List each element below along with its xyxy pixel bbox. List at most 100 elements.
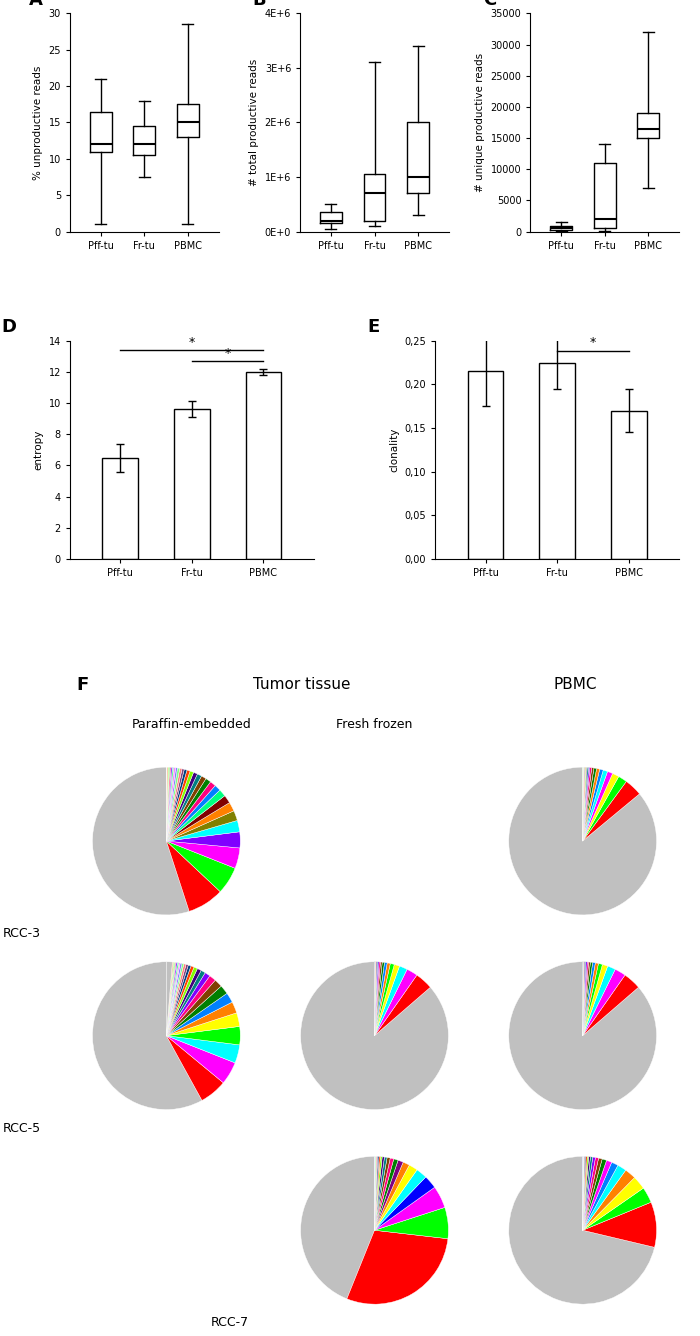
Wedge shape bbox=[582, 962, 585, 1035]
Bar bbox=[246, 371, 281, 558]
Wedge shape bbox=[167, 767, 169, 842]
Wedge shape bbox=[374, 975, 430, 1035]
Wedge shape bbox=[374, 963, 394, 1035]
Wedge shape bbox=[167, 1035, 223, 1101]
Wedge shape bbox=[374, 1162, 409, 1230]
Wedge shape bbox=[582, 768, 594, 842]
Text: E: E bbox=[368, 318, 379, 335]
Wedge shape bbox=[374, 962, 377, 1035]
Wedge shape bbox=[167, 832, 240, 848]
Wedge shape bbox=[167, 820, 239, 842]
Wedge shape bbox=[374, 1157, 384, 1230]
Wedge shape bbox=[167, 975, 215, 1035]
Wedge shape bbox=[167, 842, 240, 868]
Y-axis label: % unproductive reads: % unproductive reads bbox=[33, 65, 43, 179]
Wedge shape bbox=[582, 1188, 651, 1230]
Wedge shape bbox=[374, 1157, 387, 1230]
Wedge shape bbox=[582, 770, 608, 842]
Wedge shape bbox=[582, 767, 590, 842]
Wedge shape bbox=[167, 796, 230, 842]
Bar bbox=[174, 409, 210, 558]
Wedge shape bbox=[167, 774, 202, 842]
Wedge shape bbox=[167, 973, 210, 1035]
Wedge shape bbox=[374, 962, 384, 1035]
Wedge shape bbox=[167, 790, 225, 842]
Wedge shape bbox=[167, 771, 194, 842]
Wedge shape bbox=[167, 768, 182, 842]
Wedge shape bbox=[374, 963, 391, 1035]
Text: Paraffin-embedded: Paraffin-embedded bbox=[132, 719, 252, 731]
Wedge shape bbox=[167, 768, 180, 842]
Wedge shape bbox=[167, 963, 182, 1035]
Wedge shape bbox=[92, 962, 202, 1110]
Wedge shape bbox=[374, 965, 400, 1035]
Wedge shape bbox=[374, 970, 417, 1035]
Y-axis label: # total productive reads: # total productive reads bbox=[249, 59, 259, 186]
Wedge shape bbox=[374, 1208, 449, 1238]
Wedge shape bbox=[167, 969, 201, 1035]
Text: PBMC: PBMC bbox=[554, 677, 597, 692]
Wedge shape bbox=[374, 1165, 417, 1230]
Wedge shape bbox=[167, 981, 221, 1035]
Wedge shape bbox=[167, 1013, 239, 1035]
Wedge shape bbox=[582, 767, 584, 842]
Wedge shape bbox=[167, 767, 174, 842]
Text: D: D bbox=[2, 318, 17, 335]
Wedge shape bbox=[582, 770, 603, 842]
Wedge shape bbox=[167, 962, 178, 1035]
Text: RCC-3: RCC-3 bbox=[3, 927, 41, 941]
Wedge shape bbox=[582, 962, 584, 1035]
Text: *: * bbox=[189, 337, 195, 349]
Wedge shape bbox=[582, 767, 584, 842]
Wedge shape bbox=[167, 962, 175, 1035]
Wedge shape bbox=[582, 963, 603, 1035]
Wedge shape bbox=[167, 963, 180, 1035]
Bar bbox=[468, 371, 503, 558]
Wedge shape bbox=[582, 1202, 657, 1248]
Wedge shape bbox=[582, 962, 595, 1035]
Wedge shape bbox=[167, 963, 184, 1035]
Wedge shape bbox=[374, 1170, 426, 1230]
Wedge shape bbox=[167, 767, 171, 842]
Y-axis label: entropy: entropy bbox=[33, 430, 43, 470]
Wedge shape bbox=[582, 1170, 634, 1230]
Wedge shape bbox=[167, 767, 169, 842]
Wedge shape bbox=[92, 767, 189, 915]
Wedge shape bbox=[582, 1157, 584, 1230]
Wedge shape bbox=[167, 768, 184, 842]
Wedge shape bbox=[300, 962, 449, 1110]
Wedge shape bbox=[167, 962, 174, 1035]
Wedge shape bbox=[374, 962, 375, 1035]
Wedge shape bbox=[167, 962, 174, 1035]
Wedge shape bbox=[300, 1157, 375, 1299]
Wedge shape bbox=[167, 767, 172, 842]
Wedge shape bbox=[167, 776, 206, 842]
Wedge shape bbox=[582, 1157, 593, 1230]
Wedge shape bbox=[167, 770, 190, 842]
Wedge shape bbox=[167, 963, 186, 1035]
Wedge shape bbox=[582, 1157, 589, 1230]
Wedge shape bbox=[167, 962, 176, 1035]
Wedge shape bbox=[582, 962, 586, 1035]
Wedge shape bbox=[582, 1165, 626, 1230]
Wedge shape bbox=[582, 963, 598, 1035]
Wedge shape bbox=[582, 771, 612, 842]
Wedge shape bbox=[167, 966, 194, 1035]
Wedge shape bbox=[582, 768, 596, 842]
Wedge shape bbox=[374, 1157, 377, 1230]
Wedge shape bbox=[582, 1177, 643, 1230]
Wedge shape bbox=[374, 962, 379, 1035]
Wedge shape bbox=[509, 1157, 654, 1304]
Wedge shape bbox=[582, 970, 625, 1035]
Wedge shape bbox=[582, 1157, 587, 1230]
Text: B: B bbox=[253, 0, 266, 8]
Wedge shape bbox=[509, 767, 657, 915]
Y-axis label: clonality: clonality bbox=[389, 428, 399, 472]
Wedge shape bbox=[582, 1157, 584, 1230]
Wedge shape bbox=[374, 962, 382, 1035]
Wedge shape bbox=[167, 965, 191, 1035]
Wedge shape bbox=[167, 1026, 240, 1045]
Wedge shape bbox=[582, 768, 600, 842]
Bar bbox=[611, 410, 647, 558]
Wedge shape bbox=[582, 782, 640, 842]
